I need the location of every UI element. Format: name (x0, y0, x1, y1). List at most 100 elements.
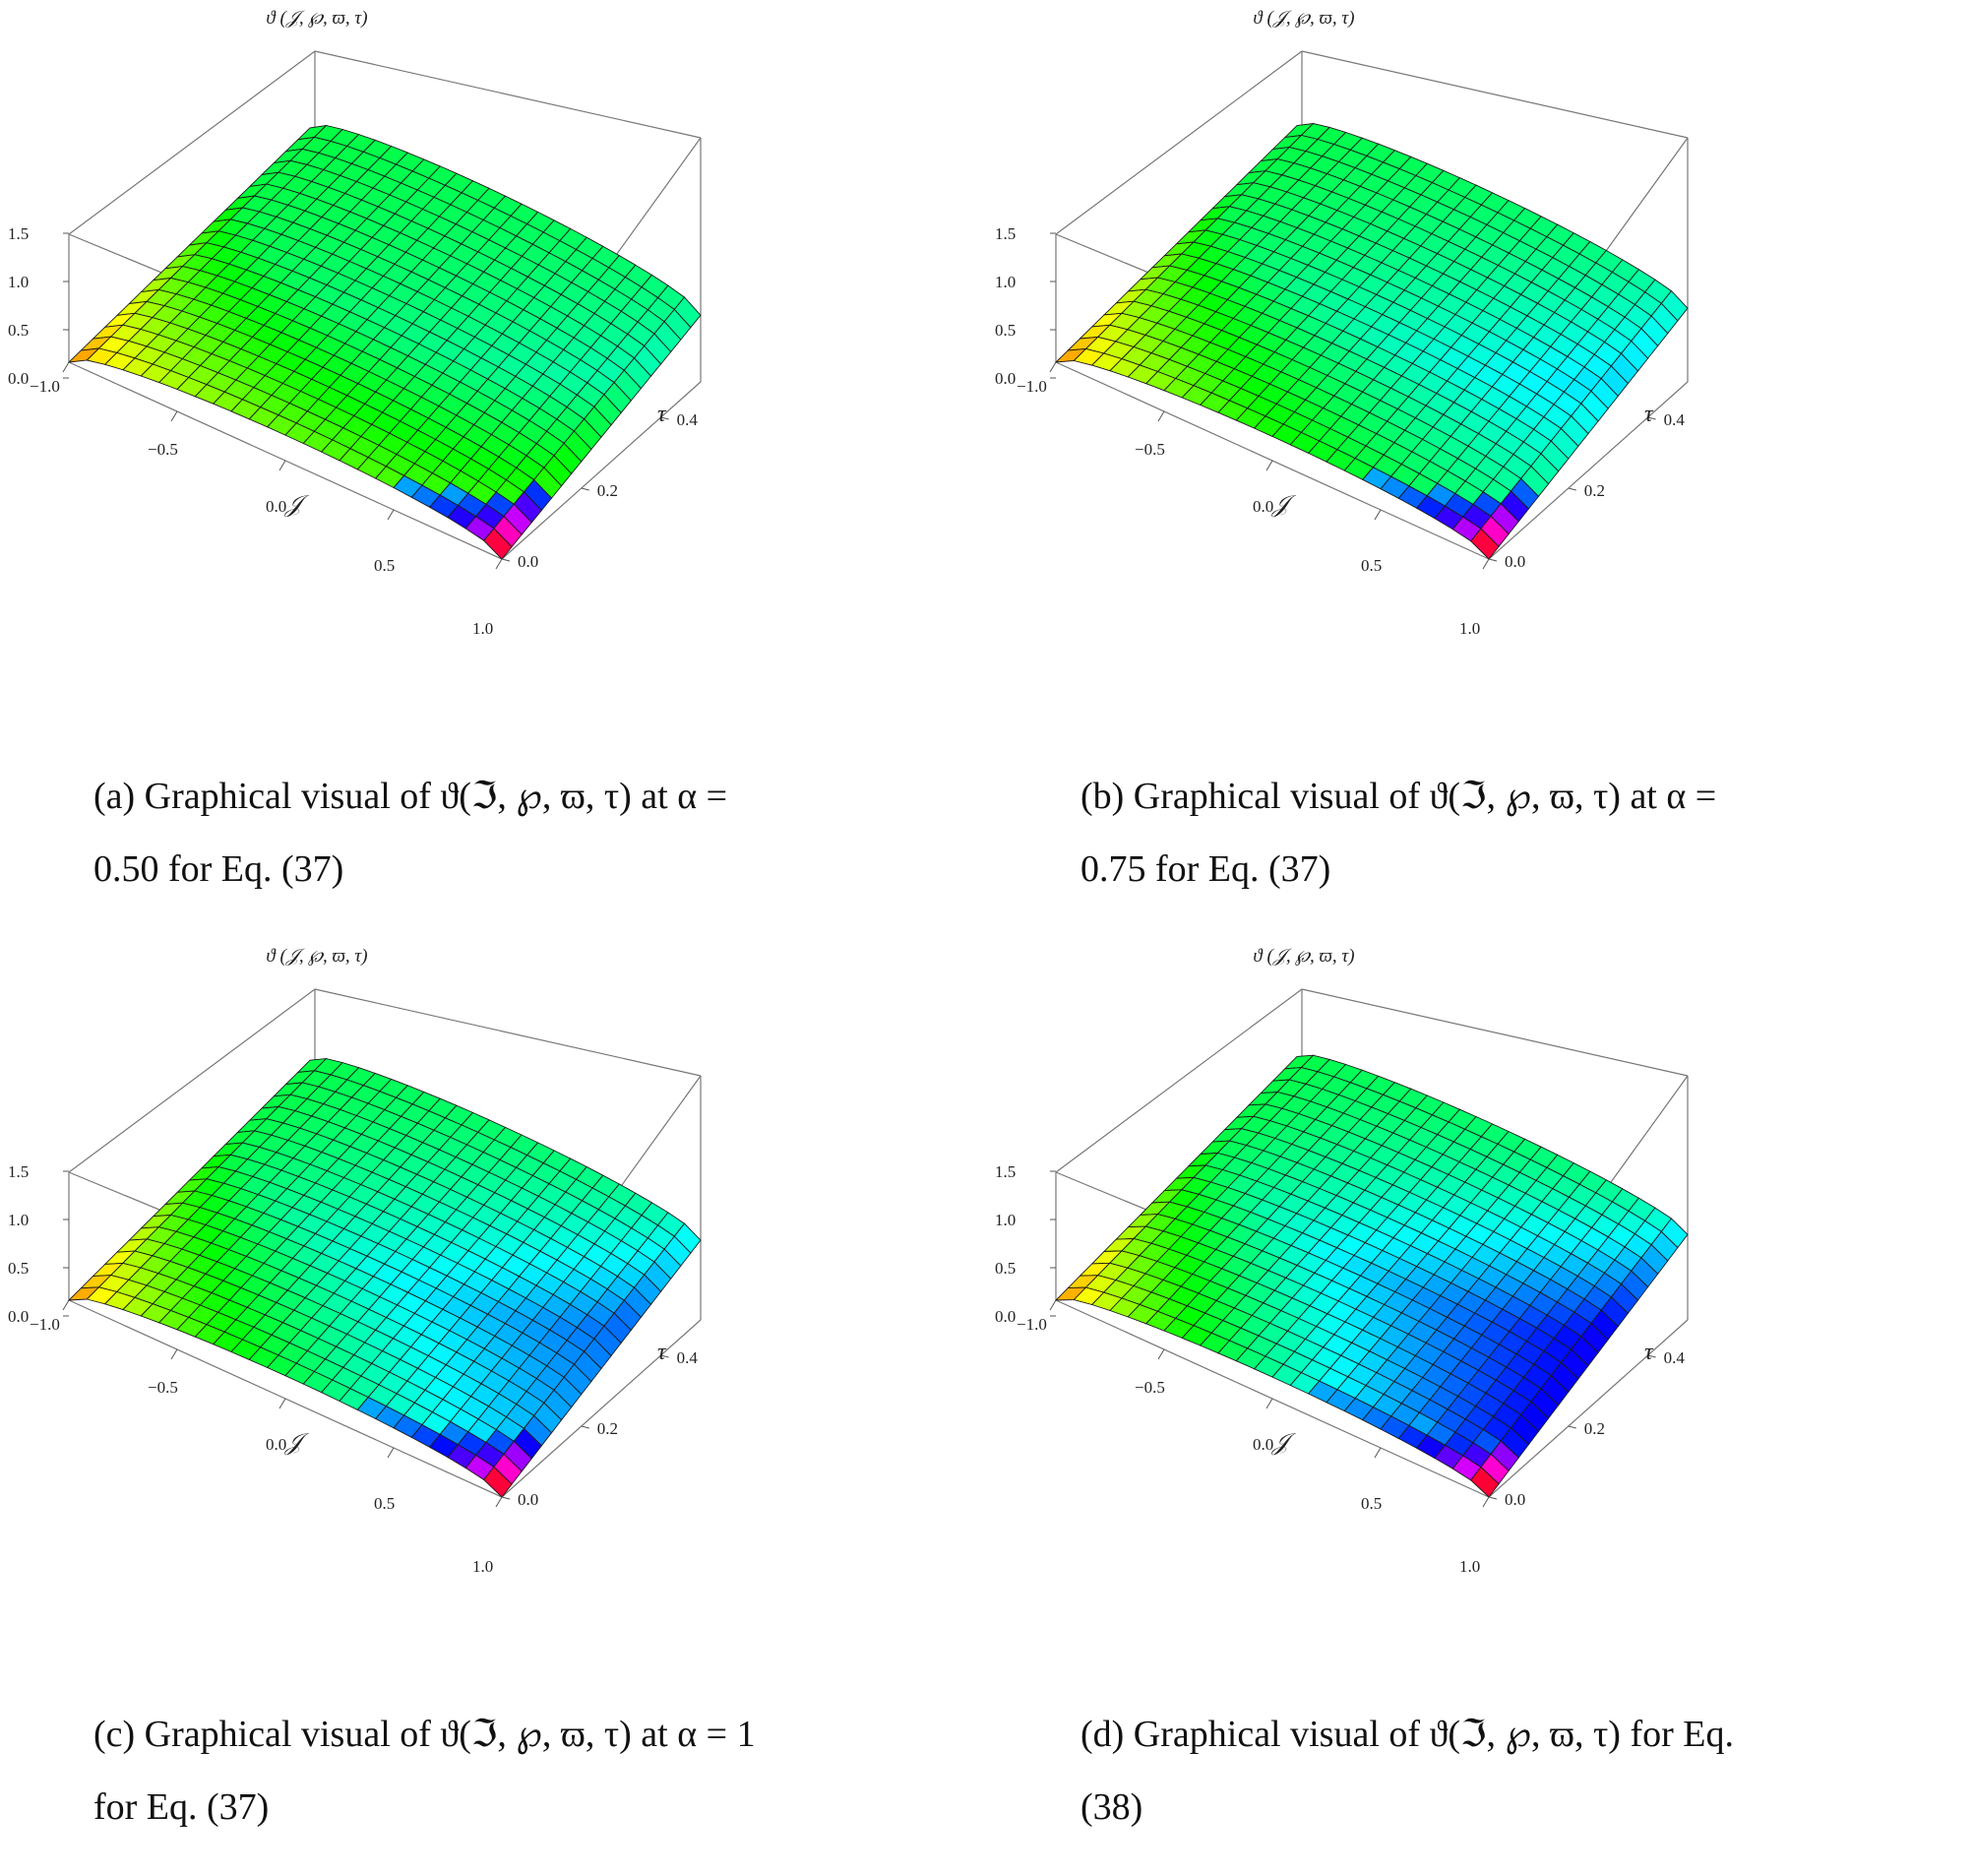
caption-a-line1: (a) Graphical visual of ϑ(ℑ, ℘, ϖ, τ) at… (93, 776, 728, 817)
box-edge (1055, 50, 1303, 235)
x-tick-label: 1.0 (472, 1557, 493, 1576)
surface-plot-c: 0.00.51.01.5−1.0−0.50.00.51.0𝒥0.00.20.4τ… (8, 946, 702, 1576)
tau-tick-label: 0.0 (1505, 1490, 1525, 1509)
z-tick-label: 0.5 (8, 1259, 29, 1278)
caption-d: (d) Graphical visual of ϑ(ℑ, ℘, ϖ, τ) fo… (1080, 1698, 1868, 1844)
x-tick-label: −1.0 (30, 1315, 60, 1334)
tau-tick-mark (1647, 416, 1656, 420)
tau-axis-label: τ (657, 1340, 667, 1365)
x-tick-label: 0.0 (266, 1435, 286, 1454)
z-tick-label: 1.5 (8, 1162, 29, 1181)
panel-a: 0.0 0.5 1.0 1.5 −1.0 −0.5 0.0 0.5 1.0 𝒥 0.0 0.2 0.4 τ… (0, 0, 987, 938)
z-tick-label: 1.0 (8, 1211, 29, 1229)
surface-plot-d: 0.00.51.01.5−1.0−0.50.00.51.0𝒥0.00.20.4τ… (995, 946, 1689, 1576)
x-tick-mark (1482, 1496, 1490, 1508)
z-tick-label: 0.0 (8, 369, 29, 388)
tau-tick-label: 0.0 (518, 552, 538, 571)
x-tick-label: −0.5 (1135, 1378, 1165, 1397)
surface-mesh (1054, 122, 1689, 560)
box-edge (1488, 381, 1689, 560)
tau-tick-mark (1647, 1354, 1656, 1358)
z-tick-label: 1.0 (8, 273, 29, 291)
tau-tick-mark (1488, 558, 1498, 562)
z-axis-title: ϑ (𝒥, ℘, ϖ, τ) (266, 946, 367, 967)
x-tick-label: 1.0 (1459, 619, 1480, 638)
tau-tick-label: 0.4 (1664, 410, 1686, 429)
panel-c: 0.0 0.5 1.0 1.5 −1.0 −0.5 0.0 0.5 1.0 𝒥 0.0 0.2 0.4 τ… (0, 938, 987, 1876)
panel-d: 0.0 0.5 1.0 1.5 −1.0 −0.5 0.0 0.5 1.0 𝒥 0.0 0.2 0.4 τ… (987, 938, 1974, 1876)
x-tick-mark (170, 410, 178, 422)
caption-d-line2: (38) (1080, 1786, 1143, 1828)
x-axis-label: 𝒥 (284, 492, 310, 518)
surface-plot-a: 0.00.51.01.5−1.0−0.50.00.51.0𝒥0.00.20.4τ… (8, 8, 702, 638)
box-edge (314, 50, 702, 139)
tau-tick-mark (1488, 1496, 1498, 1500)
z-tick-label: 1.5 (995, 224, 1016, 243)
x-tick-mark (387, 1447, 395, 1459)
surface-cell (1470, 528, 1500, 560)
box-edge (68, 50, 316, 235)
x-tick-label: −1.0 (1017, 377, 1047, 396)
z-tick-label: 1.0 (995, 273, 1016, 291)
surface-plot-b: 0.00.51.01.5−1.0−0.50.00.51.0𝒥0.00.20.4τ… (995, 8, 1689, 638)
x-tick-mark (62, 361, 70, 373)
z-tick-label: 0.5 (995, 1259, 1016, 1278)
tau-tick-label: 0.4 (677, 1348, 699, 1367)
tau-tick-mark (501, 558, 511, 562)
z-tick-label: 0.5 (8, 321, 29, 340)
tau-axis-label: τ (1644, 402, 1654, 427)
caption-b-line1: (b) Graphical visual of ϑ(ℑ, ℘, ϖ, τ) at… (1080, 776, 1717, 817)
box-edge (1055, 988, 1303, 1173)
x-tick-label: −0.5 (148, 440, 178, 459)
tau-tick-mark (581, 487, 589, 491)
box-edge (68, 988, 316, 1173)
x-tick-mark (170, 1348, 178, 1360)
surface-mesh (67, 1058, 702, 1498)
plot-group: 0.00.51.01.5−1.0−0.50.00.51.0𝒥0.00.20.4τ… (995, 946, 1689, 1576)
tau-tick-label: 0.4 (677, 410, 699, 429)
x-tick-mark (1049, 1299, 1057, 1311)
x-tick-label: −1.0 (1017, 1315, 1047, 1334)
caption-c-line2: for Eq. (37) (93, 1786, 270, 1828)
box-edge (1488, 1319, 1689, 1498)
z-axis-title: ϑ (𝒥, ℘, ϖ, τ) (1253, 8, 1354, 29)
x-tick-mark (1374, 1447, 1382, 1459)
x-tick-mark (1157, 1348, 1165, 1360)
tau-tick-mark (581, 1425, 589, 1429)
tau-tick-mark (660, 1354, 669, 1358)
x-tick-label: 0.0 (1253, 1435, 1273, 1454)
panel-b: 0.0 0.5 1.0 1.5 −1.0 −0.5 0.0 0.5 1.0 𝒥 0.0 0.2 0.4 τ… (987, 0, 1974, 938)
x-tick-mark (1482, 558, 1490, 570)
box-edge (314, 988, 702, 1077)
box-edge (1301, 988, 1689, 1077)
tau-tick-label: 0.2 (1584, 1419, 1605, 1438)
tau-tick-label: 0.2 (597, 481, 618, 500)
x-tick-mark (1157, 410, 1165, 422)
caption-b: (b) Graphical visual of ϑ(ℑ, ℘, ϖ, τ) at… (1080, 760, 1868, 906)
tau-tick-label: 0.0 (1505, 552, 1525, 571)
x-tick-label: 0.0 (266, 497, 286, 516)
z-tick-label: 1.5 (995, 1162, 1016, 1181)
surface-cell (483, 1466, 513, 1498)
tau-tick-label: 0.2 (1584, 481, 1605, 500)
x-axis-label: 𝒥 (1271, 492, 1297, 518)
z-tick-label: 0.0 (995, 369, 1016, 388)
caption-b-line2: 0.75 for Eq. (37) (1080, 848, 1331, 890)
x-tick-label: 0.5 (374, 1494, 395, 1513)
x-tick-label: −0.5 (148, 1378, 178, 1397)
x-tick-mark (1374, 509, 1382, 521)
caption-c: (c) Graphical visual of ϑ(ℑ, ℘, ϖ, τ) at… (93, 1698, 881, 1844)
surface-cell (483, 528, 513, 560)
x-tick-label: 1.0 (1459, 1557, 1480, 1576)
x-tick-label: 1.0 (472, 619, 493, 638)
tau-tick-mark (501, 1496, 511, 1500)
x-axis-label: 𝒥 (284, 1430, 310, 1456)
x-tick-mark (278, 460, 286, 471)
tau-tick-label: 0.0 (518, 1490, 538, 1509)
z-tick-label: 0.0 (8, 1307, 29, 1326)
z-tick-label: 1.5 (8, 224, 29, 243)
x-tick-mark (62, 1299, 70, 1311)
surface-mesh (1054, 1054, 1689, 1498)
x-tick-mark (1265, 1398, 1273, 1409)
plot-group: 0.00.51.01.5−1.0−0.50.00.51.0𝒥0.00.20.4τ… (8, 8, 702, 638)
